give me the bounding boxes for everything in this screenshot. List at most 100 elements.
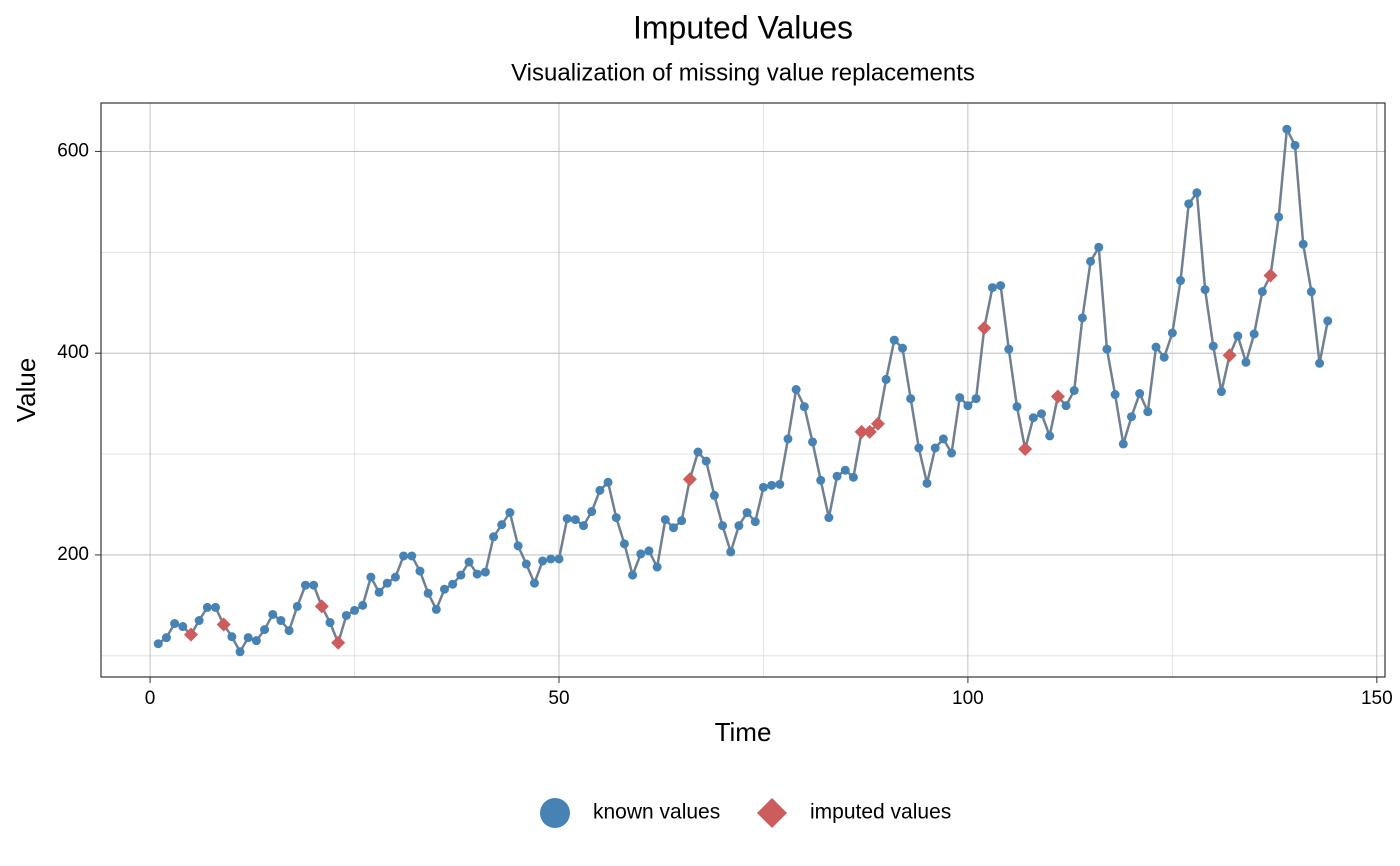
known-point bbox=[783, 434, 793, 444]
known-point bbox=[677, 516, 687, 526]
known-point bbox=[178, 622, 188, 632]
known-point bbox=[554, 554, 564, 564]
known-point bbox=[415, 566, 425, 576]
known-point bbox=[1306, 287, 1316, 297]
known-point bbox=[464, 557, 474, 567]
known-point bbox=[521, 559, 531, 569]
known-point bbox=[693, 447, 703, 457]
known-point bbox=[1167, 328, 1177, 338]
known-point bbox=[1208, 341, 1218, 351]
known-point bbox=[726, 547, 736, 557]
x-tick-label: 0 bbox=[145, 688, 156, 709]
line-segment bbox=[484, 536, 495, 573]
line-segment bbox=[1244, 333, 1256, 363]
known-point bbox=[513, 541, 523, 551]
known-point bbox=[227, 632, 237, 642]
known-point bbox=[268, 609, 278, 619]
known-point bbox=[1061, 401, 1071, 411]
line-segment bbox=[974, 327, 986, 399]
known-point bbox=[848, 472, 858, 482]
known-point bbox=[644, 546, 654, 556]
known-point bbox=[407, 551, 417, 561]
known-point bbox=[955, 393, 965, 403]
known-point bbox=[300, 580, 310, 590]
known-point bbox=[260, 625, 270, 635]
known-point bbox=[497, 520, 507, 530]
known-point bbox=[1118, 439, 1128, 449]
imputed-point bbox=[331, 635, 346, 650]
line-segment bbox=[623, 543, 634, 576]
known-point bbox=[292, 601, 302, 611]
imputed-point bbox=[216, 617, 231, 632]
known-point bbox=[1274, 212, 1284, 222]
known-point bbox=[742, 508, 752, 518]
line-segment bbox=[1105, 348, 1117, 395]
known-point bbox=[1249, 329, 1259, 339]
known-point bbox=[1004, 344, 1014, 354]
line-segment bbox=[999, 285, 1011, 350]
known-point bbox=[619, 539, 629, 549]
line-segment bbox=[1007, 348, 1019, 407]
line-segment bbox=[557, 518, 569, 560]
known-point bbox=[1069, 386, 1079, 396]
line-segment bbox=[713, 495, 724, 527]
known-point bbox=[456, 570, 466, 580]
known-point bbox=[170, 619, 180, 629]
legend-label: imputed values bbox=[810, 801, 951, 824]
known-point bbox=[1135, 389, 1145, 399]
known-point bbox=[194, 616, 204, 626]
known-point bbox=[1241, 357, 1251, 367]
known-point bbox=[603, 477, 613, 487]
line-segment bbox=[361, 576, 373, 606]
line-segment bbox=[884, 339, 896, 380]
line-segment bbox=[1269, 216, 1280, 276]
known-point bbox=[1159, 352, 1169, 362]
known-point bbox=[914, 443, 924, 453]
known-point bbox=[734, 521, 744, 531]
x-tick-label: 150 bbox=[1361, 688, 1393, 709]
known-point bbox=[276, 616, 286, 626]
known-point bbox=[718, 521, 728, 531]
y-tick-label: 600 bbox=[57, 140, 89, 161]
known-point bbox=[1192, 188, 1202, 198]
y-axis-title: Value bbox=[11, 358, 41, 423]
known-point bbox=[1012, 402, 1022, 412]
known-point bbox=[832, 471, 842, 481]
known-point bbox=[1126, 412, 1136, 422]
line-segment bbox=[1171, 280, 1182, 334]
imputed-point bbox=[682, 472, 697, 487]
known-point bbox=[570, 515, 580, 525]
line-segment bbox=[1122, 416, 1133, 445]
known-point bbox=[284, 626, 294, 636]
line-segment bbox=[1179, 203, 1190, 281]
known-point bbox=[636, 549, 646, 559]
line-segment bbox=[983, 287, 994, 329]
imputed-point bbox=[183, 627, 198, 642]
y-tick-label: 200 bbox=[57, 544, 89, 565]
imputed-point bbox=[854, 424, 869, 439]
known-point bbox=[595, 485, 605, 495]
known-point bbox=[161, 633, 171, 643]
line-segment bbox=[508, 512, 520, 547]
known-point bbox=[439, 584, 449, 594]
line-segment bbox=[1081, 261, 1092, 319]
known-point bbox=[1028, 413, 1038, 423]
known-point bbox=[938, 434, 948, 444]
chart-subtitle: Visualization of missing value replaceme… bbox=[511, 59, 975, 86]
known-point bbox=[897, 343, 907, 353]
line-segment bbox=[1236, 335, 1248, 363]
known-point bbox=[423, 588, 433, 598]
known-point bbox=[358, 600, 368, 610]
chart-title: Imputed Values bbox=[633, 9, 853, 45]
known-point bbox=[210, 602, 220, 612]
known-point bbox=[1151, 342, 1161, 352]
known-point bbox=[709, 490, 719, 500]
known-point bbox=[628, 570, 638, 580]
known-point bbox=[1143, 407, 1153, 417]
line-segment bbox=[778, 438, 790, 485]
known-point bbox=[1086, 256, 1096, 266]
known-point bbox=[824, 513, 834, 523]
line-segment bbox=[1252, 291, 1264, 335]
x-tick-label: 50 bbox=[548, 688, 569, 709]
known-point bbox=[1298, 239, 1308, 249]
